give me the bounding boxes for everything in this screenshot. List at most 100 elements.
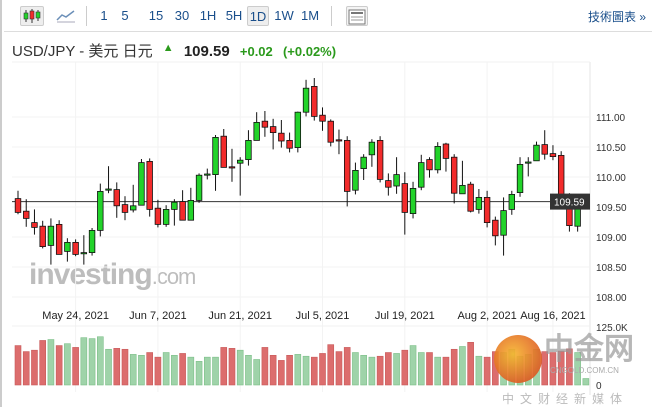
price-change: +0.02: [239, 44, 273, 59]
volume-bar: [310, 356, 318, 386]
candle-body: [237, 159, 244, 164]
cngold-url: CNGOLD.COM.CN: [550, 366, 619, 375]
interval-1h[interactable]: 1H: [199, 8, 217, 23]
technical-chart-link[interactable]: 技術圖表 »: [587, 10, 646, 24]
candle-body: [442, 143, 450, 159]
candle-body: [426, 159, 433, 171]
volume-bar: [113, 348, 121, 386]
interval-15[interactable]: 15: [148, 8, 164, 23]
candle: [483, 190, 491, 228]
volume-bar: [212, 356, 219, 386]
candle-body: [212, 136, 219, 175]
price-tick-label: 108.00: [596, 293, 627, 304]
candle-body: [80, 252, 88, 255]
last-price-tag: [550, 193, 590, 210]
candle: [525, 157, 532, 177]
candle-body: [409, 187, 417, 214]
volume-bar: [450, 348, 458, 386]
candlestick-icon[interactable]: [20, 6, 44, 26]
candle: [418, 154, 425, 191]
candle-body: [253, 122, 260, 141]
candle: [269, 118, 277, 150]
interval-1w[interactable]: 1W: [274, 8, 294, 23]
candle-body: [508, 193, 515, 210]
price-tick-label: 110.00: [596, 173, 626, 184]
volume-bar: [269, 355, 277, 386]
candle: [434, 142, 441, 174]
candle-body: [113, 189, 120, 207]
volume-bar: [434, 356, 442, 386]
volume-bar: [179, 353, 186, 386]
volume-bar: [236, 349, 244, 386]
candle: [212, 135, 219, 191]
candle-body: [343, 139, 351, 192]
candle-body: [138, 162, 145, 206]
candle: [121, 196, 129, 221]
interval-5h[interactable]: 5H: [225, 8, 243, 23]
volume-bar: [360, 355, 367, 386]
volume-bar: [88, 338, 96, 386]
candle: [516, 157, 524, 197]
candle-body: [105, 188, 112, 191]
candle: [426, 157, 433, 178]
candle: [228, 148, 236, 182]
date-label: Aug 16, 2021: [520, 310, 585, 322]
volume-bar: [31, 349, 38, 386]
line-chart-icon[interactable]: [54, 6, 78, 26]
candle-body: [492, 219, 499, 237]
candle-body: [286, 139, 293, 149]
news-layout-icon[interactable]: [346, 6, 368, 26]
candle-body: [154, 207, 162, 225]
candle: [475, 189, 483, 214]
volume-bar: [253, 359, 260, 386]
volume-bar: [97, 336, 104, 386]
volume-bar: [335, 351, 343, 386]
volume-bar: [426, 352, 433, 386]
candle-body: [311, 86, 318, 117]
candle: [286, 132, 293, 153]
volume-bar: [376, 355, 384, 386]
candle: [492, 216, 499, 246]
candle: [409, 181, 417, 219]
volume-bar: [294, 354, 302, 386]
candle-body: [418, 162, 425, 188]
candle-body: [64, 241, 71, 252]
candle: [508, 190, 515, 215]
interval-1m[interactable]: 1M: [300, 8, 320, 23]
candle: [319, 107, 326, 131]
interval-1d[interactable]: 1D: [247, 6, 269, 26]
candle-body: [39, 225, 46, 247]
volume-bar: [557, 350, 565, 386]
cngold-wordmark: 中金网: [544, 333, 634, 366]
volume-tick-label: 125.0K: [596, 323, 628, 334]
candle: [88, 228, 96, 256]
candle-body: [278, 132, 285, 142]
volume-bar: [286, 355, 293, 386]
volume-bar: [368, 356, 376, 386]
candle-body: [319, 114, 326, 122]
candle: [327, 119, 334, 147]
candle-body: [475, 196, 483, 210]
candle: [80, 235, 88, 265]
candle-body: [245, 139, 252, 160]
candle-body: [434, 145, 441, 171]
volume-bar: [55, 345, 63, 386]
interval-1[interactable]: 1: [100, 8, 108, 23]
candle: [261, 111, 269, 137]
volume-bar: [14, 345, 22, 386]
volume-bar: [401, 349, 409, 386]
interval-30[interactable]: 30: [174, 8, 190, 23]
interval-5[interactable]: 5: [121, 8, 129, 23]
price-change-percent: (+0.02%): [282, 44, 337, 59]
candle: [360, 154, 367, 180]
candle-body: [146, 160, 153, 210]
candle: [385, 173, 392, 196]
candle-body: [352, 169, 359, 191]
last-price-tag-label: 109.59: [554, 198, 585, 209]
volume-bar: [261, 347, 269, 386]
candle-body: [393, 174, 400, 187]
candle: [31, 209, 38, 235]
candle: [459, 160, 466, 195]
